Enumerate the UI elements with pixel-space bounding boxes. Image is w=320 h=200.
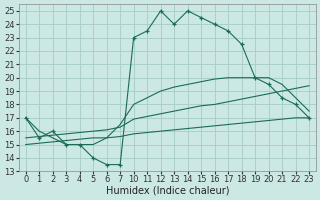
X-axis label: Humidex (Indice chaleur): Humidex (Indice chaleur): [106, 186, 229, 196]
